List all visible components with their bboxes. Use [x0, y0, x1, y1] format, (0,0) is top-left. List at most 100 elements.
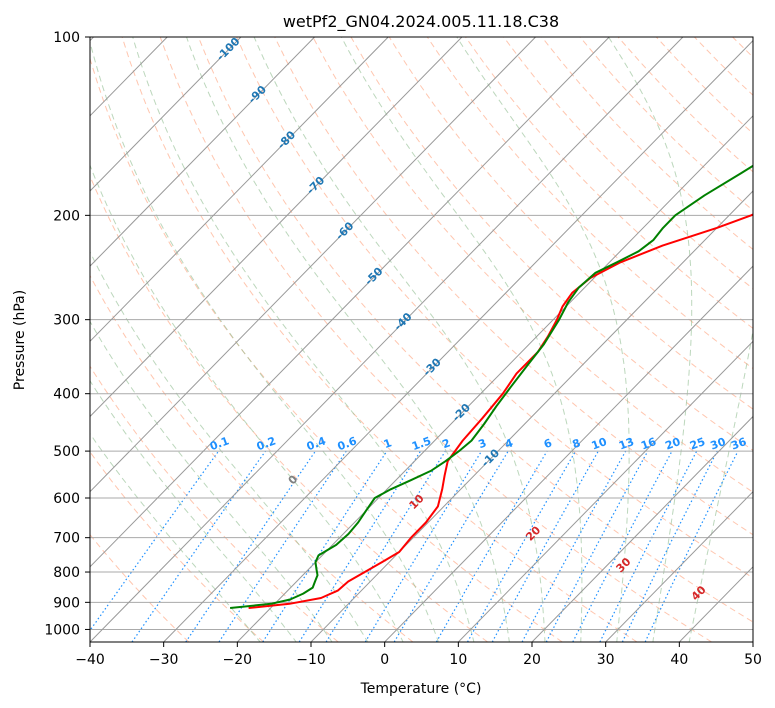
moist-adiabat-line [340, 37, 583, 642]
moist-adiabat-line [90, 163, 404, 642]
x-axis-label: Temperature (°C) [360, 681, 482, 697]
mixing-ratio-line [621, 450, 718, 642]
mixing-ratio-label: 1.5 [410, 434, 433, 453]
mixing-ratio-line [364, 450, 483, 642]
y-tick-label: 800 [53, 565, 80, 581]
isotherm-line [90, 37, 242, 192]
x-tick-label: 10 [449, 652, 467, 668]
dry-adiabat-line [90, 533, 190, 642]
dry-adiabat-line [312, 37, 753, 493]
dry-adiabat-line [90, 175, 488, 642]
x-tick-label: 30 [597, 652, 615, 668]
isotherm-line [90, 37, 315, 267]
grid-lines [90, 37, 775, 642]
dry-adiabat-line [90, 274, 414, 642]
mixing-ratio-line [435, 450, 548, 642]
isotherm-line [163, 39, 753, 642]
x-tick-label: −20 [223, 652, 253, 668]
mixing-ratio-label: 6 [542, 436, 554, 451]
dry-adiabat-line [90, 56, 563, 642]
dry-adiabat-line [388, 37, 753, 410]
mixing-ratio-label: 0.2 [255, 434, 278, 453]
dry-adiabat-line [121, 37, 638, 642]
y-tick-label: 500 [53, 444, 80, 460]
temperature-profile-line [248, 213, 753, 609]
mixing-ratio-label: 16 [639, 435, 658, 453]
isotherm-line [605, 490, 753, 642]
y-tick-label: 400 [53, 387, 80, 403]
moist-adiabat-line [456, 37, 630, 642]
y-tick-label: 600 [53, 491, 80, 507]
dry-adiabat-line [694, 37, 753, 96]
data-series [229, 164, 753, 609]
y-tick-label: 900 [53, 595, 80, 611]
isotherm-line [236, 115, 753, 642]
in-plot-labels: -100-90-80-70-60-50-40-30-20-100.1 0.2 0.4… [208, 35, 748, 604]
isotherm-line [310, 190, 753, 642]
mixing-ratio-label: 20 [663, 435, 682, 453]
mixing-ratio-line [298, 450, 422, 642]
mixing-ratio-line [131, 450, 266, 642]
mixing-ratio-line [599, 450, 698, 642]
mixing-ratio-line [218, 450, 347, 642]
dry-adiabat-line [503, 37, 753, 290]
y-tick-label: 1000 [44, 622, 80, 638]
mixing-ratio-label: 0.6 [336, 434, 359, 453]
y-tick-label: 100 [53, 30, 80, 46]
x-tick-label: 20 [523, 652, 541, 668]
y-tick-label: 700 [53, 531, 80, 547]
moist-adiabat-label: 20 [523, 523, 543, 543]
moist-adiabat-line [186, 37, 510, 642]
moist-adiabat-line [608, 37, 693, 642]
isotherm-line [90, 37, 536, 493]
moist-adiabat-line [132, 37, 475, 642]
dry-adiabat-line [236, 37, 753, 579]
mixing-ratio-label: 0.4 [305, 434, 328, 453]
mixing-ratio-line [466, 450, 577, 642]
mixing-ratio-line [491, 450, 599, 642]
mixing-ratio-label: 2 [440, 436, 452, 451]
dewpoint-profile-line [229, 164, 753, 609]
mixing-ratio-label: 25 [688, 435, 707, 452]
mixing-ratio-line [521, 450, 627, 642]
mixing-ratio-label: 3 [477, 436, 489, 451]
isotherm-line [678, 566, 753, 642]
moist-adiabat-label: 40 [689, 583, 709, 603]
mixing-ratio-line [185, 450, 316, 642]
mixing-ratio-line [90, 450, 220, 632]
moist-adiabat-line [688, 328, 753, 642]
dry-adiabat-line [197, 37, 753, 623]
isotherm-line [90, 37, 684, 642]
y-tick-label: 300 [53, 313, 80, 329]
dry-adiabat-line [771, 37, 775, 642]
mixing-ratio-label: 36 [729, 435, 748, 453]
x-tick-label: 50 [744, 652, 762, 668]
dry-adiabat-line [732, 37, 753, 58]
mixing-ratio-label: 0.1 [208, 434, 231, 453]
isotherm-line [90, 37, 610, 568]
isotherm-line [90, 37, 463, 418]
moist-adiabat-line [90, 432, 261, 642]
chart-title: wetPf2_GN04.2024.005.11.18.C38 [283, 12, 559, 32]
mixing-ratio-line [545, 450, 649, 642]
moist-adiabat-label: 0 [286, 472, 301, 487]
moist-adiabat-line [90, 379, 297, 642]
moist-adiabat-line [90, 250, 369, 642]
mixing-ratio-label: 8 [571, 436, 583, 451]
x-tick-label: −40 [75, 652, 105, 668]
plot-frame [89, 36, 754, 643]
mixing-ratio-label: 10 [590, 435, 609, 453]
isotherm-line [384, 265, 753, 642]
isotherm-line [457, 340, 753, 642]
isotherm-line [752, 641, 753, 642]
isotherm-line [531, 415, 753, 642]
mixing-ratio-label: 13 [617, 435, 636, 452]
mixing-ratio-label: 1 [382, 436, 394, 451]
moist-adiabat-line [90, 40, 440, 642]
mixing-ratio-label: 4 [503, 436, 515, 451]
dry-adiabat-line [350, 37, 753, 451]
dry-adiabat-line [426, 37, 753, 370]
moist-adiabat-label: 10 [407, 492, 427, 512]
dry-adiabat-line [655, 37, 753, 135]
